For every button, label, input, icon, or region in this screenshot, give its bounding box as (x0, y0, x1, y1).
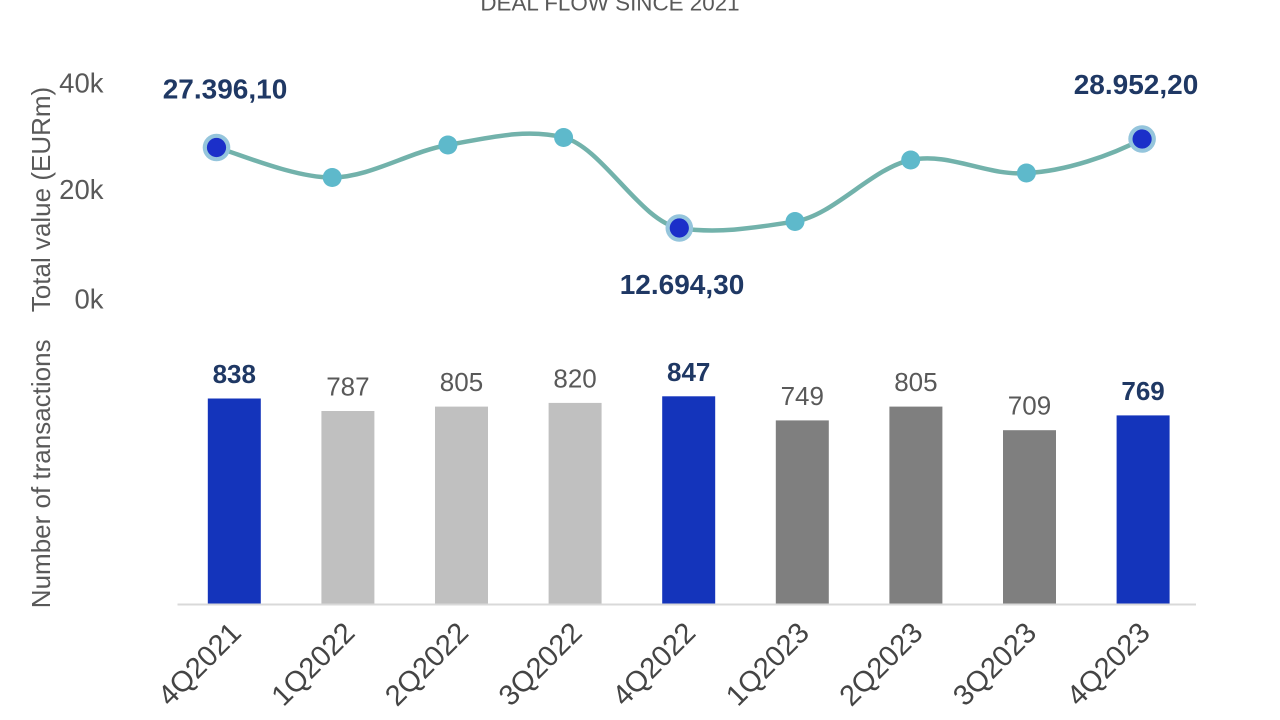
svg-text:749: 749 (781, 381, 824, 411)
svg-text:DEAL FLOW SINCE 2021: DEAL FLOW SINCE 2021 (480, 0, 739, 16)
svg-text:20k: 20k (59, 174, 104, 205)
svg-text:805: 805 (894, 367, 937, 397)
svg-text:820: 820 (553, 363, 596, 393)
svg-text:Number of transactions: Number of transactions (26, 339, 56, 608)
svg-text:40k: 40k (59, 68, 104, 99)
svg-text:847: 847 (667, 357, 710, 387)
svg-text:838: 838 (213, 359, 256, 389)
svg-text:769: 769 (1121, 376, 1164, 406)
svg-text:12.694,30: 12.694,30 (620, 269, 745, 300)
svg-text:27.396,10: 27.396,10 (163, 74, 288, 105)
svg-text:Total value (EURm): Total value (EURm) (26, 87, 56, 312)
svg-text:805: 805 (440, 367, 483, 397)
svg-text:0k: 0k (74, 284, 103, 315)
svg-text:787: 787 (326, 372, 369, 402)
svg-text:28.952,20: 28.952,20 (1074, 69, 1199, 100)
svg-text:709: 709 (1008, 391, 1051, 421)
